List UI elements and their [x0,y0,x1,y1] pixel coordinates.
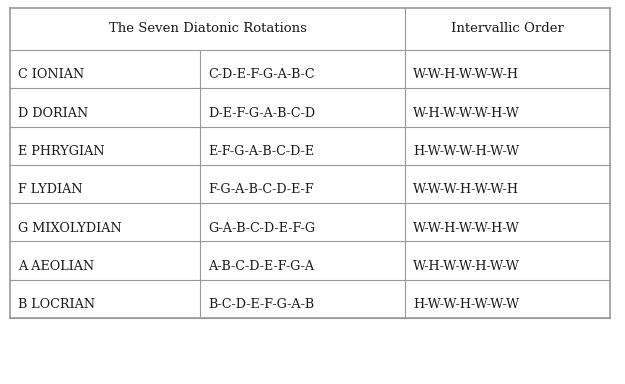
Text: F-G-A-B-C-D-E-F: F-G-A-B-C-D-E-F [208,183,314,196]
Text: C-D-E-F-G-A-B-C: C-D-E-F-G-A-B-C [208,68,314,81]
Text: W-W-H-W-W-W-H: W-W-H-W-W-W-H [413,68,519,81]
Text: E-F-G-A-B-C-D-E: E-F-G-A-B-C-D-E [208,145,314,158]
Text: D-E-F-G-A-B-C-D: D-E-F-G-A-B-C-D [208,107,315,120]
Text: B LOCRIAN: B LOCRIAN [18,298,95,311]
Text: Intervallic Order: Intervallic Order [451,23,564,35]
Text: E PHRYGIAN: E PHRYGIAN [18,145,104,158]
Text: The Seven Diatonic Rotations: The Seven Diatonic Rotations [109,23,306,35]
Text: A AEOLIAN: A AEOLIAN [18,260,94,273]
Text: H-W-W-W-H-W-W: H-W-W-W-H-W-W [413,145,519,158]
Text: B-C-D-E-F-G-A-B: B-C-D-E-F-G-A-B [208,298,314,311]
Text: F LYDIAN: F LYDIAN [18,183,82,196]
Text: G MIXOLYDIAN: G MIXOLYDIAN [18,222,122,235]
Text: W-H-W-W-W-H-W: W-H-W-W-W-H-W [413,107,520,120]
Text: C IONIAN: C IONIAN [18,68,84,81]
Text: W-W-H-W-W-H-W: W-W-H-W-W-H-W [413,222,520,235]
Text: H-W-W-H-W-W-W: H-W-W-H-W-W-W [413,298,519,311]
Text: W-W-W-H-W-W-H: W-W-W-H-W-W-H [413,183,519,196]
Text: D DORIAN: D DORIAN [18,107,88,120]
Text: G-A-B-C-D-E-F-G: G-A-B-C-D-E-F-G [208,222,315,235]
Text: A-B-C-D-E-F-G-A: A-B-C-D-E-F-G-A [208,260,314,273]
Text: W-H-W-W-H-W-W: W-H-W-W-H-W-W [413,260,520,273]
